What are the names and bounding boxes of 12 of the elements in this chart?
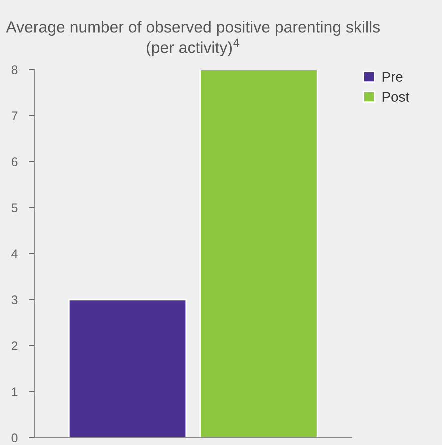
legend-label: Pre: [382, 72, 403, 82]
chart-title: Average number of observed positive parenting skills (per activity)$^{4}$: [6, 21, 380, 56]
y-tick-label: 5: [12, 204, 18, 213]
y-tick-label: 2: [12, 342, 18, 350]
y-tick-label: 0: [12, 434, 18, 443]
y-tick-label: 3: [12, 296, 18, 305]
y-tick-label: 6: [12, 158, 18, 167]
y-tick-label: 1: [12, 388, 18, 396]
y-tick-label: 8: [12, 66, 18, 75]
y-tick-label: 4: [12, 250, 18, 258]
y-tick-label: 7: [12, 112, 18, 120]
legend-label: Post: [382, 92, 410, 102]
